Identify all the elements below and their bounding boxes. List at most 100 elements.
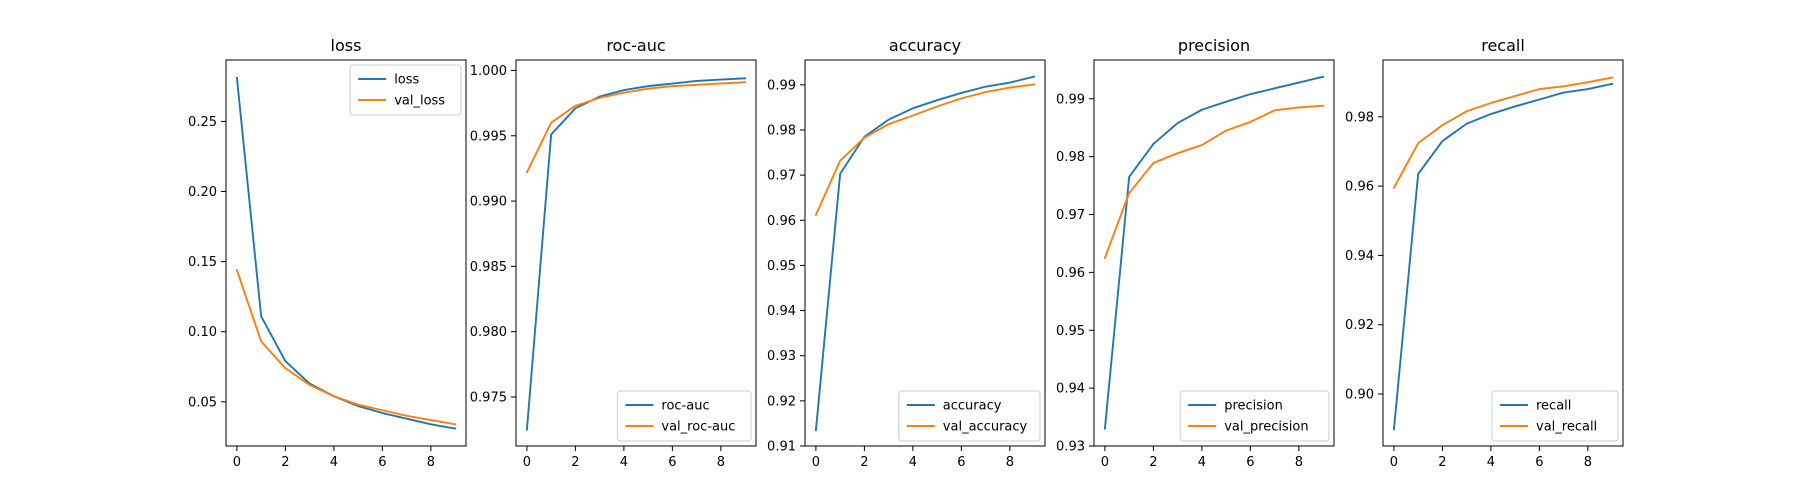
y-tick-label: 0.990	[470, 195, 507, 210]
y-tick-label: 0.99	[1056, 92, 1085, 107]
legend-box	[1491, 390, 1619, 442]
chart-panel-recall: recall 0 2 4 6 8 0.90 0.92 0.94 0.96 0.98 recall val…	[1345, 36, 1624, 470]
chart-panel-roc-auc: roc-auc 0 2 4 6 8 0.975 0.980 0.985 0.990 0.995 1.0…	[470, 36, 757, 470]
y-tick-label: 0.98	[1345, 110, 1374, 125]
x-tick-label: 6	[1246, 455, 1254, 470]
x-tick-label: 6	[668, 455, 676, 470]
x-tick-label: 8	[1295, 455, 1303, 470]
chart-title: precision	[1178, 36, 1250, 55]
chart-title: accuracy	[889, 36, 961, 55]
y-tick-label: 0.96	[1345, 180, 1374, 195]
y-tick-label: 0.97	[1056, 208, 1085, 223]
legend-label: val_roc-auc	[661, 420, 735, 435]
y-tick-label: 0.94	[1345, 249, 1374, 264]
chart-panel-precision: precision 0 2 4 6 8 0.93 0.94 0.95 0.96 0.97 0.98 0.…	[1056, 36, 1335, 470]
y-tick-label: 0.93	[1056, 440, 1085, 455]
x-tick-label: 4	[1487, 455, 1495, 470]
x-tick-label: 4	[330, 455, 338, 470]
legend-box	[898, 390, 1041, 442]
legend-label: accuracy	[943, 399, 1002, 414]
x-tick-label: 0	[1101, 455, 1109, 470]
chart-panels: loss 0 2 4 6 8 0.05 0.10 0.15 0.20 0.25 loss val_los…	[188, 36, 1624, 470]
legend-box	[1179, 390, 1330, 442]
legend: accuracy val_accuracy	[898, 390, 1041, 442]
legend-label: val_recall	[1536, 420, 1597, 435]
chart-panel-loss: loss 0 2 4 6 8 0.05 0.10 0.15 0.20 0.25 loss val_los…	[188, 36, 467, 470]
legend-box	[616, 390, 752, 442]
legend: roc-auc val_roc-auc	[616, 390, 752, 442]
series-line-precision	[1103, 75, 1325, 430]
x-tick-label: 6	[378, 455, 386, 470]
x-tick-label: 2	[1149, 455, 1157, 470]
legend: precision val_precision	[1179, 390, 1330, 442]
series-line-val_roc-auc	[525, 81, 747, 174]
series-line-recall	[1392, 82, 1614, 431]
x-tick-label: 4	[620, 455, 628, 470]
y-tick-label: 1.000	[470, 64, 507, 79]
axes-frame	[515, 59, 757, 447]
x-tick-label: 8	[717, 455, 725, 470]
y-tick-label: 0.980	[470, 325, 507, 340]
x-tick-label: 8	[1584, 455, 1592, 470]
series-line-val_accuracy	[814, 83, 1036, 217]
chart-title: recall	[1481, 36, 1525, 55]
y-tick-label: 0.97	[767, 169, 796, 184]
x-tick-label: 6	[1535, 455, 1543, 470]
y-tick-label: 0.92	[767, 394, 796, 409]
y-tick-label: 0.05	[188, 395, 217, 410]
legend: loss val_loss	[349, 64, 462, 116]
y-tick-label: 0.20	[188, 185, 217, 200]
x-tick-label: 8	[427, 455, 435, 470]
y-tick-label: 0.94	[767, 304, 796, 319]
y-tick-label: 0.985	[470, 260, 507, 275]
chart-title: loss	[331, 36, 362, 55]
legend: recall val_recall	[1491, 390, 1619, 442]
y-tick-label: 0.90	[1345, 388, 1374, 403]
axes-frame	[804, 59, 1046, 447]
y-tick-label: 0.995	[470, 129, 507, 144]
x-tick-label: 2	[860, 455, 868, 470]
chart-title: roc-auc	[606, 36, 665, 55]
y-tick-label: 0.975	[470, 391, 507, 406]
axes-frame	[1382, 59, 1624, 447]
series-line-val_precision	[1103, 104, 1325, 260]
x-tick-label: 8	[1006, 455, 1014, 470]
legend-box	[349, 64, 462, 116]
y-tick-label: 0.95	[767, 259, 796, 274]
chart-panel-accuracy: accuracy 0 2 4 6 8 0.91 0.92 0.93 0.94 0.95 0.96 0.9…	[767, 36, 1046, 470]
legend-label: precision	[1224, 399, 1283, 414]
axes-frame	[225, 59, 467, 447]
y-tick-label: 0.95	[1056, 324, 1085, 339]
legend-label: val_precision	[1224, 420, 1308, 435]
y-tick-label: 0.96	[767, 214, 796, 229]
series-line-val_recall	[1392, 76, 1614, 190]
x-tick-label: 0	[1390, 455, 1398, 470]
x-tick-label: 4	[1198, 455, 1206, 470]
series-line-roc-auc	[525, 77, 747, 431]
y-tick-label: 0.93	[767, 349, 796, 364]
y-tick-label: 0.98	[1056, 150, 1085, 165]
y-tick-label: 0.10	[188, 325, 217, 340]
x-tick-label: 2	[281, 455, 289, 470]
series-line-val_loss	[235, 268, 457, 426]
x-tick-label: 2	[571, 455, 579, 470]
legend-label: val_loss	[394, 94, 445, 109]
y-tick-label: 0.92	[1345, 318, 1374, 333]
y-tick-label: 0.94	[1056, 382, 1085, 397]
y-tick-label: 0.15	[188, 255, 217, 270]
y-tick-label: 0.96	[1056, 266, 1085, 281]
legend-label: roc-auc	[661, 399, 709, 414]
x-tick-label: 4	[909, 455, 917, 470]
x-tick-label: 0	[233, 455, 241, 470]
series-line-accuracy	[814, 75, 1036, 432]
legend-label: loss	[394, 73, 419, 88]
x-tick-label: 0	[523, 455, 531, 470]
y-tick-label: 0.25	[188, 115, 217, 130]
x-tick-label: 6	[957, 455, 965, 470]
x-tick-label: 2	[1438, 455, 1446, 470]
y-tick-label: 0.91	[767, 440, 796, 455]
legend-label: recall	[1536, 399, 1571, 414]
axes-frame	[1093, 59, 1335, 447]
legend-label: val_accuracy	[943, 420, 1028, 435]
